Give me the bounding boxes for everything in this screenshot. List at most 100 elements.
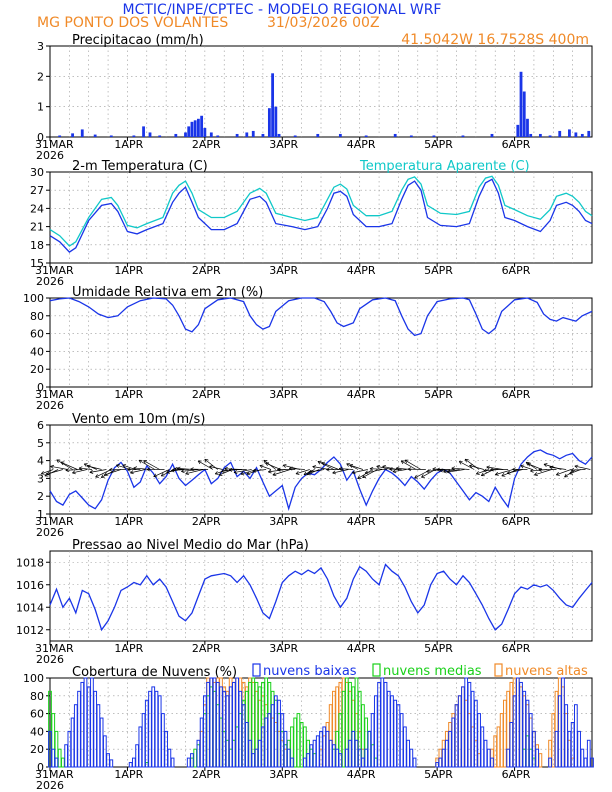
x-tick-label: 31MAR (35, 264, 74, 277)
precip-bar (148, 132, 152, 137)
panel-title: Precipitacao (mm/h) (72, 33, 204, 48)
wind-arrowhead (277, 467, 281, 472)
wind-arrowhead (127, 467, 131, 472)
precip-bar (245, 132, 249, 137)
wind-vector (295, 469, 310, 475)
precip-bar (200, 115, 204, 137)
wind-arrowhead (389, 467, 393, 472)
wind-vector (369, 468, 388, 470)
x-tick-label: 1APR (114, 388, 143, 401)
wind-vector (364, 469, 383, 474)
precip-bar (142, 126, 145, 137)
wind-arrowhead (506, 470, 511, 475)
cloud-bar-nuvens-baixas (490, 757, 494, 768)
wind-arrowhead (268, 469, 272, 474)
wind-arrowhead (204, 458, 209, 463)
cloud-bar-nuvens-baixas (412, 757, 417, 768)
wind-vector (451, 467, 470, 470)
wind-arrowhead (160, 472, 165, 477)
wind-arrowhead (190, 467, 194, 472)
legend-swatch (494, 663, 503, 677)
wind-arrowhead (376, 464, 381, 469)
precip-bar (174, 133, 178, 137)
vento-em-10m-line (49, 449, 593, 512)
x-tick-label: 3APR (269, 768, 298, 781)
y-tick-label: 1014 (16, 601, 44, 614)
y-tick-label: 40 (30, 725, 44, 738)
plot-frame (49, 297, 593, 388)
wind-vector (46, 469, 64, 475)
precip-bar (197, 118, 200, 137)
panel-title: Pressao ao Nivel Medio do Mar (hPa) (72, 538, 309, 553)
wind-arrowhead (432, 467, 436, 472)
wind-vector (527, 463, 543, 470)
x-tick-label: 4APR (347, 264, 376, 277)
precip-bar (109, 135, 113, 137)
x-tick-label: 3APR (269, 388, 298, 401)
panel-title: Cobertura de Nuvens (%) (72, 665, 237, 680)
wind-arrowhead (538, 467, 542, 472)
wind-arrowhead (233, 470, 238, 475)
x-tick-label: 31MAR (35, 515, 74, 528)
wind-arrowhead (263, 459, 268, 464)
wind-arrowhead (520, 464, 525, 469)
x-tick-label: 5APR (424, 388, 453, 401)
y-tick-label: 0 (37, 131, 44, 144)
precip-bar (71, 133, 74, 137)
temp-panel: 15 18 21 24 27 30 31MAR 1APR 2APR 3APR 4APR 5APR 6AP… (30, 159, 593, 288)
wind-arrowhead (501, 472, 506, 477)
precip-bar (293, 135, 297, 137)
precip-bar (490, 133, 494, 137)
precip-bar (80, 129, 84, 137)
wind-vector (79, 467, 92, 470)
y-tick-label: 3 (37, 40, 44, 53)
x-tick-label: 6APR (502, 768, 531, 781)
x-tick-label: 1APR (114, 138, 143, 151)
wind-arrowhead (543, 463, 548, 467)
wind-arrowhead (295, 471, 300, 475)
wind-vector (104, 469, 122, 476)
y-tick-label: 24 (30, 202, 44, 215)
wind-vector (265, 462, 281, 470)
wind-vector (50, 465, 68, 470)
y-tick-label: 60 (30, 708, 44, 721)
cloud-bar-nuvens-baixas (190, 753, 194, 768)
x-tick-label: 1APR (114, 264, 143, 277)
x-year-label: 2026 (36, 653, 64, 666)
cloud-bar-nuvens-baixas (54, 757, 59, 768)
wind-arrowhead (50, 464, 55, 469)
wind-arrowhead (95, 474, 100, 478)
wind-vector (308, 469, 325, 473)
wind-arrowhead (407, 467, 412, 472)
wind-arrowhead (439, 468, 443, 473)
x-tick-label: 6APR (502, 264, 531, 277)
precip-bar (58, 135, 62, 137)
wind-vector (352, 469, 368, 474)
wind-arrowhead (138, 459, 143, 464)
legend-nuvens-medias: nuvens medias (383, 664, 482, 679)
precip-bar (271, 73, 275, 137)
wind-vector (400, 460, 417, 470)
x-tick-label: 5APR (424, 515, 453, 528)
y-tick-label: 5 (37, 437, 44, 450)
wind-arrowhead (421, 474, 425, 478)
wind-arrowhead (326, 467, 330, 472)
precip-bar (251, 130, 255, 137)
wind-vector (569, 469, 581, 475)
wind-vector (570, 469, 586, 471)
wind-arrowhead (346, 463, 351, 467)
precip-bar (261, 133, 265, 137)
precip-bar (548, 135, 552, 137)
x-tick-label: 4APR (347, 515, 376, 528)
cloud-bar-nuvens-baixas (586, 739, 591, 768)
wind-vector (520, 465, 533, 470)
wind-vector (447, 469, 465, 473)
wind-arrowhead (209, 465, 213, 469)
wind-vector (312, 466, 330, 470)
wind-arrowhead (490, 467, 494, 472)
wind-vector (209, 466, 223, 470)
wind-arrowhead (312, 465, 317, 469)
wind-vector (89, 469, 107, 473)
precip-bar (364, 135, 368, 137)
x-tick-label: 5APR (424, 264, 453, 277)
